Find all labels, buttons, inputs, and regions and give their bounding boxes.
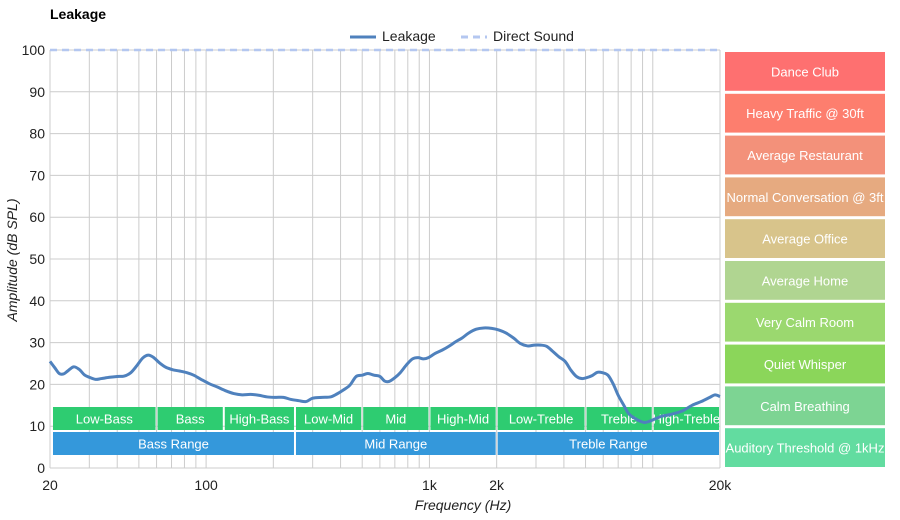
y-tick-70: 70 [29,167,45,183]
x-tick-100: 100 [194,477,218,493]
band-high-mid [430,407,496,430]
x-tick-20k: 20k [709,477,733,493]
level-average-home [725,261,885,300]
legend: Leakage Direct Sound [350,28,574,44]
level-dance-club [725,52,885,91]
y-tick-60: 60 [29,209,45,225]
band-label-high-bass: High-Bass [229,412,289,427]
level-label-dance-club: Dance Club [771,64,839,79]
band-label-high-treble: High-Treble [653,412,720,427]
level-average-office [725,219,885,258]
x-axis-label: Frequency (Hz) [415,497,511,513]
band-low-bass [53,407,156,430]
y-axis-label: Amplitude (dB SPL) [4,199,20,323]
band-label-bass: Bass [176,412,205,427]
band-label-treble: Treble [601,412,637,427]
y-tick-30: 30 [29,335,45,351]
legend-label-direct-sound[interactable]: Direct Sound [493,28,574,44]
frequency-bands: Low-Bass Bass High-Bass Low-Mid Mid High-Mid L… [53,407,720,455]
y-tick-10: 10 [29,418,45,434]
level-label-average-office: Average Office [762,232,848,247]
level-label-average-home: Average Home [762,273,848,288]
band-label-low-bass: Low-Bass [76,412,134,427]
reference-levels: Dance Club Heavy Traffic @ 30ft Average Re… [725,52,885,467]
band-high-bass [224,407,294,430]
level-label-very-calm-room: Very Calm Room [756,315,854,330]
level-quiet-whisper [725,344,885,384]
y-tick-40: 40 [29,293,45,309]
chart-title: Leakage [50,6,106,22]
band-label-treble-range: Treble Range [569,437,647,452]
x-tick-1k: 1k [422,477,438,493]
band-label-high-mid: High-Mid [437,412,489,427]
band-label-low-treble: Low-Treble [509,412,574,427]
level-very-calm-room [725,302,885,342]
level-label-auditory-threshold-1khz: Auditory Threshold @ 1kHz [726,441,885,456]
band-label-mid: Mid [385,412,406,427]
level-label-normal-conversation-3ft: Normal Conversation @ 3ft [727,190,884,205]
x-tick-20: 20 [42,477,58,493]
level-calm-breathing [725,386,885,426]
band-label-bass-range: Bass Range [138,437,209,452]
x-tick-2k: 2k [489,477,505,493]
band-treble-range [497,432,719,455]
band-high-treble [653,407,719,430]
y-tick-90: 90 [29,84,45,100]
legend-label-leakage[interactable]: Leakage [382,28,436,44]
band-low-treble [497,407,585,430]
band-mid [363,407,429,430]
y-tick-50: 50 [29,251,45,267]
level-auditory-threshold-1khz [725,428,885,467]
band-mid-range [295,432,496,455]
level-normal-conversation-3ft [725,177,885,217]
series-layer [48,48,721,424]
band-bass [157,407,223,430]
series-line-leakage [48,326,721,424]
band-treble [586,407,652,430]
band-label-mid-range: Mid Range [364,437,427,452]
band-label-low-mid: Low-Mid [304,412,353,427]
plot-grid [49,49,721,469]
level-label-heavy-traffic-30ft: Heavy Traffic @ 30ft [746,106,864,121]
level-label-average-restaurant: Average Restaurant [747,148,863,163]
y-tick-20: 20 [29,376,45,392]
x-axis-ticks: 20 100 1k 2k 20k [42,477,732,493]
y-tick-0: 0 [37,460,45,476]
band-bass-range [53,432,294,455]
level-label-quiet-whisper: Quiet Whisper [764,357,847,372]
level-average-restaurant [725,135,885,175]
level-label-calm-breathing: Calm Breathing [760,399,850,414]
band-low-mid [295,407,362,430]
y-tick-80: 80 [29,126,45,142]
y-tick-100: 100 [22,42,46,58]
y-axis-ticks: 0 10 20 30 40 50 60 70 80 90 100 [22,42,46,476]
level-heavy-traffic-30ft [725,93,885,133]
